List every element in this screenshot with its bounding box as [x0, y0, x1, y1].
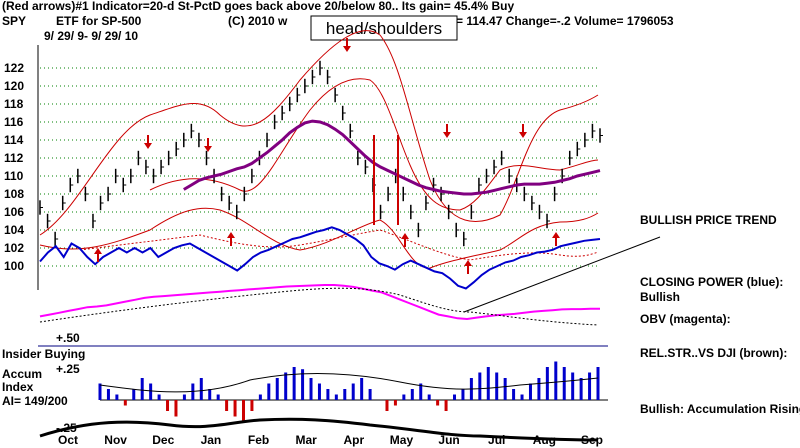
annotation-box — [310, 15, 458, 41]
etf-label: ETF for SP-500 — [56, 14, 142, 28]
upper-band — [39, 30, 599, 236]
plus50-label: +.50 — [56, 331, 80, 345]
x-tick-label: Dec — [152, 433, 174, 447]
x-tick-label: Mar — [296, 433, 318, 447]
closing-power-line — [39, 226, 601, 290]
moving-average-line — [183, 119, 601, 196]
y-tick-label: 112 — [4, 151, 24, 165]
accum-label: Accum — [2, 367, 42, 381]
y-tick-label: 106 — [4, 205, 24, 219]
closing-power-value: Bullish — [640, 290, 680, 304]
up-arrow-icon — [552, 232, 560, 246]
y-tick-label: 110 — [4, 169, 24, 183]
x-tick-label: Jun — [438, 433, 459, 447]
y-tick-label: 104 — [4, 223, 24, 237]
relstr-line — [39, 417, 599, 442]
down-arrow-icon — [144, 135, 152, 149]
copyright-label: (C) 2010 w — [228, 14, 288, 28]
x-tick-label: May — [390, 433, 414, 447]
symbol-label: SPY — [2, 14, 26, 28]
insider-buying-label: Insider Buying — [2, 347, 85, 361]
up-arrow-icon — [227, 232, 235, 246]
up-arrow-icon — [401, 233, 409, 247]
mid-band — [149, 78, 599, 211]
accum-ma — [99, 372, 599, 393]
y-tick-label: 100 — [4, 259, 24, 273]
x-tick-label: Apr — [343, 433, 364, 447]
index-label: Index — [2, 380, 34, 394]
obv-ma — [39, 287, 599, 326]
accum-rising-label: Bullish: Accumulation Rising — [640, 402, 800, 416]
price-bars — [39, 60, 603, 247]
y-tick-label: 122 — [4, 61, 24, 75]
x-tick-label: Aug — [533, 433, 556, 447]
y-tick-label: 120 — [4, 79, 24, 93]
annotation-text: head/shoulders — [326, 19, 442, 38]
down-arrow-icon — [204, 138, 212, 152]
plus25-label: +.25 — [56, 362, 80, 376]
down-arrow-icon — [443, 124, 451, 138]
date-range: 9/ 29/ 9- 9/ 29/ 10 — [44, 29, 138, 43]
quote-label: = 114.47 Change=-.2 Volume= 1796053 — [456, 14, 674, 28]
x-tick-label: Feb — [248, 433, 269, 447]
ai-label: AI= 149/200 — [2, 394, 68, 408]
minus25-label: -.25 — [56, 421, 77, 435]
y-tick-label: 102 — [4, 241, 24, 255]
x-tick-label: Jul — [488, 433, 505, 447]
dotted-ma — [79, 229, 599, 261]
grid — [40, 67, 600, 267]
y-tick-label: 118 — [4, 97, 24, 111]
x-axis: Oct Nov Dec Jan Feb Mar Apr May Jun Jul Aug Sep — [58, 433, 603, 447]
trend-line — [463, 236, 661, 313]
x-tick-label: Nov — [104, 433, 127, 447]
x-tick-label: Sep — [581, 433, 603, 447]
red-arrows — [94, 38, 560, 274]
x-tick-label: Jan — [201, 433, 222, 447]
header-line1: (Red arrows)#1 Indicator=20-d St-PctD go… — [2, 0, 515, 13]
y-tick-label: 116 — [4, 115, 24, 129]
obv-line — [39, 284, 600, 321]
y-tick-label: 108 — [4, 187, 24, 201]
up-arrow-icon — [94, 248, 102, 262]
relstr-label: REL.STR..VS DJI (brown): — [640, 346, 787, 360]
up-arrow-icon — [464, 260, 472, 274]
y-axis: 100 102 104 106 108 110 112 114 116 118 120 122 — [4, 61, 24, 273]
x-tick-label: Oct — [58, 433, 78, 447]
down-arrow-icon — [343, 38, 351, 52]
closing-power-label: CLOSING POWER (blue): — [640, 275, 783, 289]
obv-label: OBV (magenta): — [640, 312, 731, 326]
down-arrow-icon — [519, 124, 527, 138]
bullish-trend-label: BULLISH PRICE TREND — [640, 213, 777, 227]
y-tick-label: 114 — [4, 133, 24, 147]
